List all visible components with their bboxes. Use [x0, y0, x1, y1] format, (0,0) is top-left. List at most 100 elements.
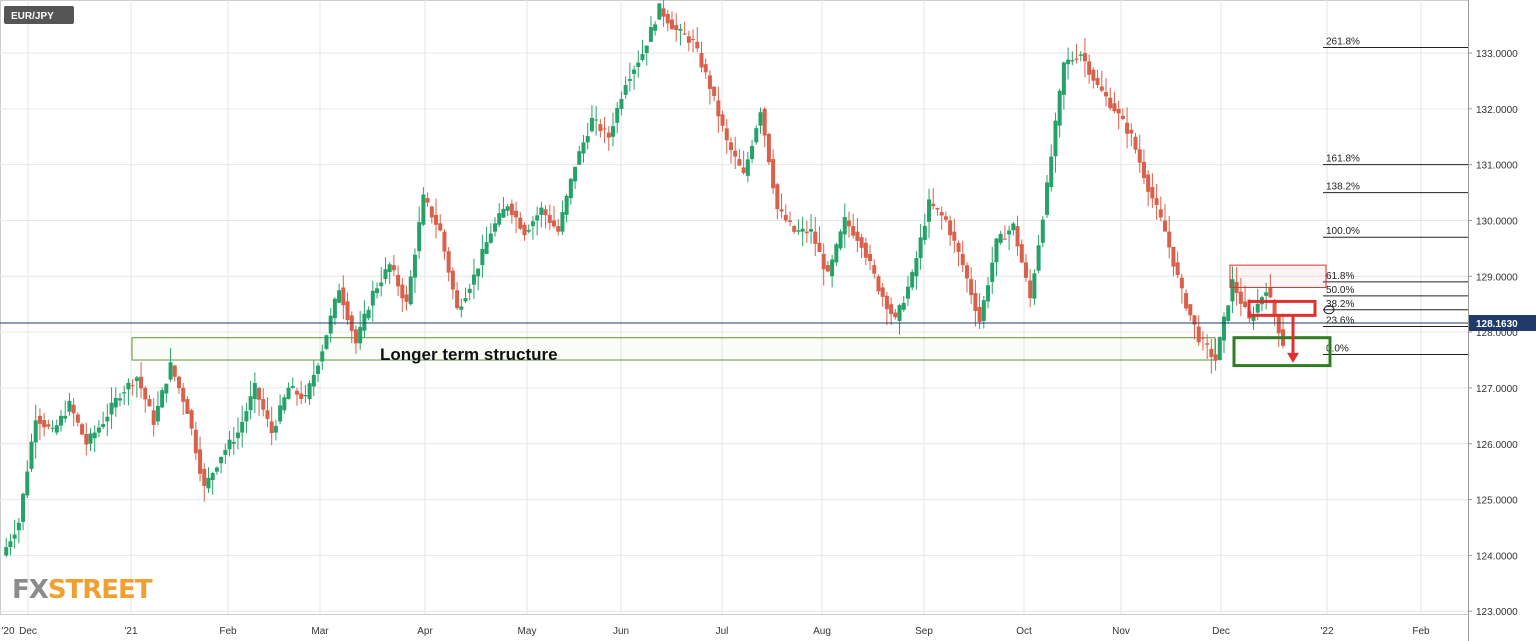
candle-body [63, 415, 68, 419]
candle-body [564, 195, 569, 215]
candle-body [813, 231, 818, 244]
candle-body [400, 284, 405, 299]
candle-body [37, 415, 42, 424]
candle-body [939, 212, 944, 216]
fib-level-label: 138.2% [1326, 182, 1360, 193]
candle-body [286, 387, 291, 400]
candle-body [1179, 277, 1184, 289]
candle-body [1091, 69, 1096, 81]
x-tick-label: Apr [417, 626, 433, 637]
candle-body [130, 385, 135, 387]
candle-body [139, 376, 144, 389]
candle-body [1053, 120, 1058, 157]
candle-body [429, 206, 434, 218]
candle-body [699, 53, 704, 68]
candle-body [741, 167, 746, 173]
candle-body [1049, 156, 1054, 187]
candle-body [353, 329, 358, 344]
candle-body [1002, 238, 1007, 240]
candle-body [796, 230, 801, 232]
candle-body [143, 387, 148, 400]
candle-body [884, 295, 889, 310]
candle-body [1066, 59, 1071, 65]
annotations-layer: 261.8% 161.8% 138.2% 100.0% 61.8% 50.0% 38.2% 2… [0, 36, 1468, 368]
candle-body [1188, 304, 1193, 316]
candle-body [164, 383, 169, 394]
candle-body [783, 214, 788, 221]
candle-body [459, 306, 464, 310]
candle-body [408, 276, 413, 305]
candle-body [809, 229, 814, 232]
candle-body [122, 392, 127, 394]
y-tick-label: 130.0000 [1476, 216, 1518, 227]
y-tick-label: 133.0000 [1476, 49, 1518, 60]
candle-body [754, 128, 759, 143]
fib-level-label: 61.8% [1326, 271, 1354, 282]
x-tick-label: Aug [813, 626, 831, 637]
candle-body [147, 399, 152, 407]
candle-body [337, 290, 342, 303]
candle-body [455, 290, 460, 309]
candle-body [745, 159, 750, 176]
candle-body [990, 262, 995, 282]
symbol-badge-bg [4, 6, 74, 24]
x-tick-label: May [518, 626, 537, 637]
y-tick-label: 129.0000 [1476, 272, 1518, 283]
candle-body [514, 210, 519, 218]
candle-body [387, 264, 392, 273]
candle-body [294, 390, 299, 395]
candle-body [627, 78, 632, 81]
candle-body [733, 150, 738, 157]
candle-body [1192, 315, 1197, 325]
candle-body [602, 128, 607, 130]
candle-body [872, 265, 877, 274]
x-tick-label: Dec [19, 626, 37, 637]
candle-body [771, 159, 776, 189]
price-axis[interactable]: 133.0000 132.0000 131.0000 130.0000 129.0000… [1468, 49, 1536, 618]
current-price-badge[interactable] [1469, 315, 1536, 332]
candle-body [998, 233, 1003, 243]
fib-level-label: 38.2% [1326, 299, 1354, 310]
candle-body [556, 226, 561, 232]
candle-body [964, 265, 969, 279]
candle-body [1104, 92, 1109, 97]
candle-body [1238, 291, 1243, 304]
candle-body [1251, 316, 1256, 321]
candle-body [1015, 226, 1020, 247]
candle-body [728, 142, 733, 151]
candle-body [897, 305, 902, 321]
candle-body [1137, 149, 1142, 163]
y-tick-label: 126.0000 [1476, 440, 1518, 451]
candle-body [931, 203, 936, 207]
fib-level-label: 50.0% [1326, 285, 1354, 296]
candle-body [442, 231, 447, 252]
candle-body [1154, 198, 1159, 205]
candle-body [370, 290, 375, 306]
candle-body [501, 208, 506, 218]
candle-body [362, 313, 367, 331]
candle-body [678, 28, 683, 31]
candle-body [611, 126, 616, 137]
candle-body [358, 326, 363, 344]
candle-body [539, 207, 544, 215]
candle-body [1163, 220, 1168, 232]
candle-body [303, 395, 308, 397]
candle-body [560, 212, 565, 232]
candle-body [1226, 305, 1231, 321]
candle-body [189, 410, 194, 429]
candle-body [1146, 174, 1151, 192]
symbol-label: EUR/JPY [11, 11, 54, 22]
candle-body [535, 215, 540, 221]
candle-body [981, 300, 986, 321]
candle-body [1087, 61, 1092, 75]
candle-body [476, 268, 481, 277]
symbol-badge[interactable]: EUR/JPY [4, 6, 74, 24]
candle-body [12, 534, 17, 539]
candle-body [509, 203, 514, 216]
candle-body [986, 285, 991, 302]
candle-body [1061, 62, 1066, 95]
candle-body [417, 222, 422, 252]
candle-body [328, 315, 333, 334]
time-axis[interactable]: '20 Dec '21 Feb Mar Apr May Jun Jul Aug Sep Oct Nov D… [1, 626, 1430, 637]
